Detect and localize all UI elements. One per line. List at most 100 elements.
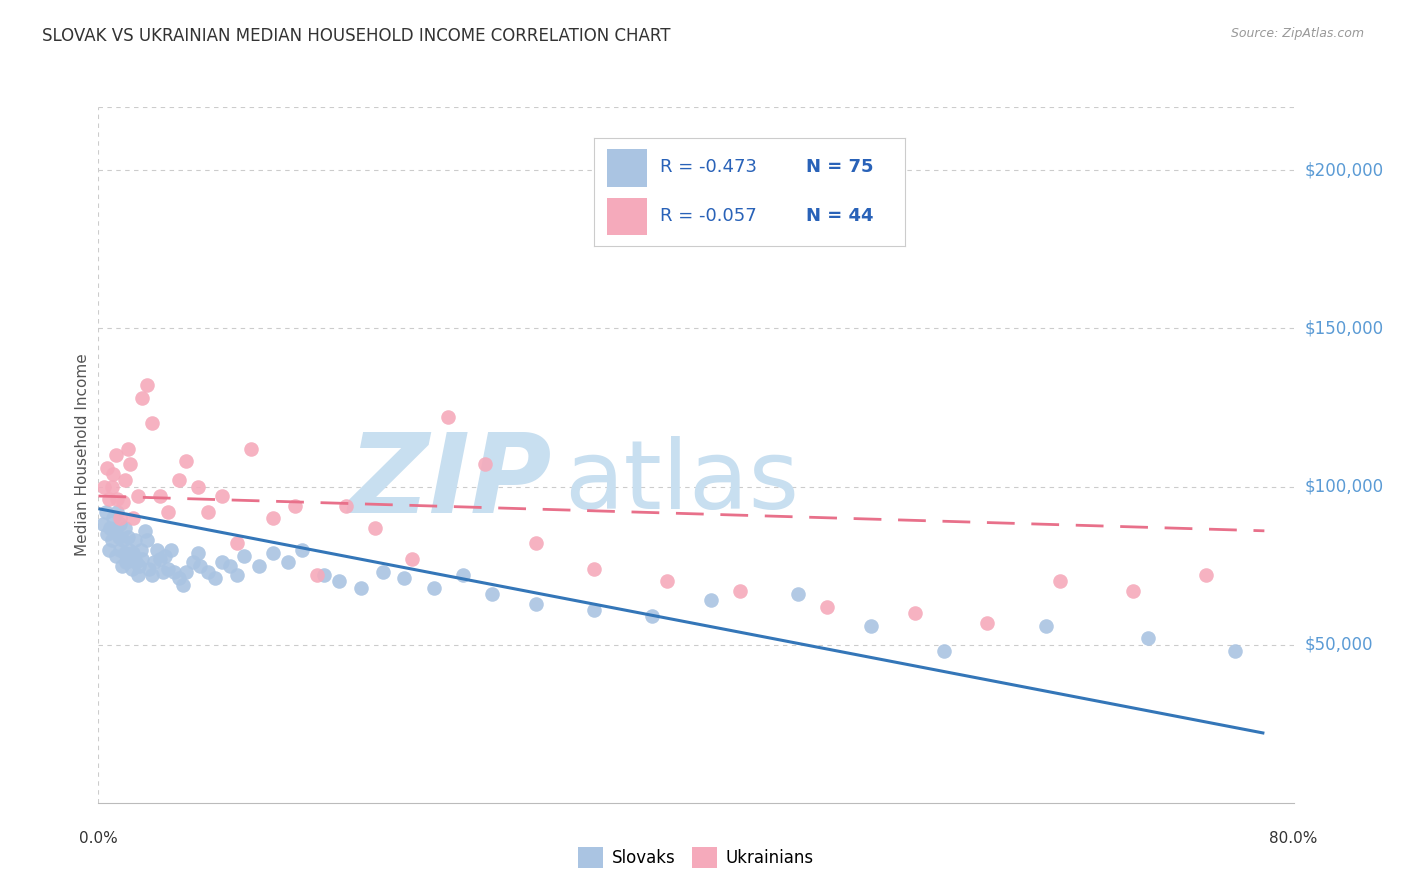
Point [474, 458, 496, 472]
Point [114, 546, 136, 560]
Point [371, 565, 394, 579]
Point [815, 599, 838, 614]
Point [655, 574, 678, 589]
Point [96, 527, 118, 541]
Point [186, 479, 208, 493]
Point [152, 565, 174, 579]
Point [314, 568, 336, 582]
Point [104, 448, 127, 462]
Text: R = -0.057: R = -0.057 [659, 207, 756, 225]
Point [422, 581, 444, 595]
Point [197, 505, 219, 519]
Point [218, 558, 240, 573]
Point [335, 499, 357, 513]
FancyBboxPatch shape [607, 198, 647, 235]
Text: ZIP: ZIP [349, 429, 553, 536]
Point [97, 542, 120, 557]
Point [141, 417, 163, 431]
Point [247, 558, 270, 573]
Point [451, 568, 474, 582]
Point [190, 558, 212, 573]
Point [104, 549, 127, 563]
Point [1136, 632, 1159, 646]
Point [172, 577, 194, 591]
Point [145, 542, 167, 557]
Point [96, 460, 118, 475]
Legend: Slovaks, Ukrainians: Slovaks, Ukrainians [572, 841, 820, 874]
Text: 80.0%: 80.0% [1270, 830, 1317, 846]
Point [100, 479, 122, 493]
Point [932, 644, 955, 658]
Point [401, 552, 423, 566]
Point [1049, 574, 1071, 589]
Point [97, 492, 120, 507]
Point [131, 391, 153, 405]
Point [120, 458, 142, 472]
Point [112, 495, 135, 509]
Point [115, 556, 138, 570]
Point [105, 505, 128, 519]
Point [141, 568, 163, 582]
Point [101, 467, 124, 481]
Point [122, 546, 145, 560]
Text: R = -0.473: R = -0.473 [659, 159, 756, 177]
Text: SLOVAK VS UKRAINIAN MEDIAN HOUSEHOLD INCOME CORRELATION CHART: SLOVAK VS UKRAINIAN MEDIAN HOUSEHOLD INC… [42, 27, 671, 45]
Point [211, 556, 233, 570]
Point [157, 505, 180, 519]
Text: N = 75: N = 75 [806, 159, 873, 177]
Point [305, 568, 328, 582]
Point [394, 571, 416, 585]
Point [174, 454, 197, 468]
Point [105, 492, 128, 507]
Point [728, 583, 751, 598]
Point [112, 533, 135, 548]
Point [787, 587, 810, 601]
Point [291, 542, 314, 557]
Point [157, 562, 180, 576]
Point [240, 442, 263, 456]
Point [110, 511, 132, 525]
Point [1225, 644, 1247, 658]
Point [135, 533, 157, 548]
Point [149, 489, 172, 503]
Point [364, 521, 387, 535]
Point [1195, 568, 1218, 582]
Point [135, 378, 157, 392]
Point [98, 521, 121, 535]
Text: $50,000: $50,000 [1305, 636, 1374, 654]
Point [121, 562, 143, 576]
Point [328, 574, 350, 589]
Text: 0.0%: 0.0% [79, 830, 118, 846]
Point [197, 565, 219, 579]
Point [108, 530, 131, 544]
Text: N = 44: N = 44 [806, 207, 873, 225]
Point [976, 615, 998, 630]
Point [163, 565, 186, 579]
Point [118, 542, 141, 557]
Point [350, 581, 373, 595]
Point [110, 517, 132, 532]
Point [149, 552, 172, 566]
Point [1035, 618, 1057, 632]
Point [582, 603, 605, 617]
Point [127, 489, 149, 503]
Point [225, 568, 247, 582]
Point [481, 587, 503, 601]
Y-axis label: Median Household Income: Median Household Income [75, 353, 90, 557]
Point [114, 473, 136, 487]
Point [124, 533, 146, 548]
Point [125, 556, 148, 570]
Point [284, 499, 307, 513]
Point [103, 524, 125, 538]
Point [859, 618, 882, 632]
Point [111, 558, 134, 573]
Point [167, 473, 190, 487]
Point [437, 409, 460, 424]
Point [117, 530, 139, 544]
Point [91, 517, 114, 532]
Point [122, 511, 145, 525]
Point [167, 571, 190, 585]
Point [131, 552, 153, 566]
FancyBboxPatch shape [607, 149, 647, 187]
Point [101, 511, 124, 525]
